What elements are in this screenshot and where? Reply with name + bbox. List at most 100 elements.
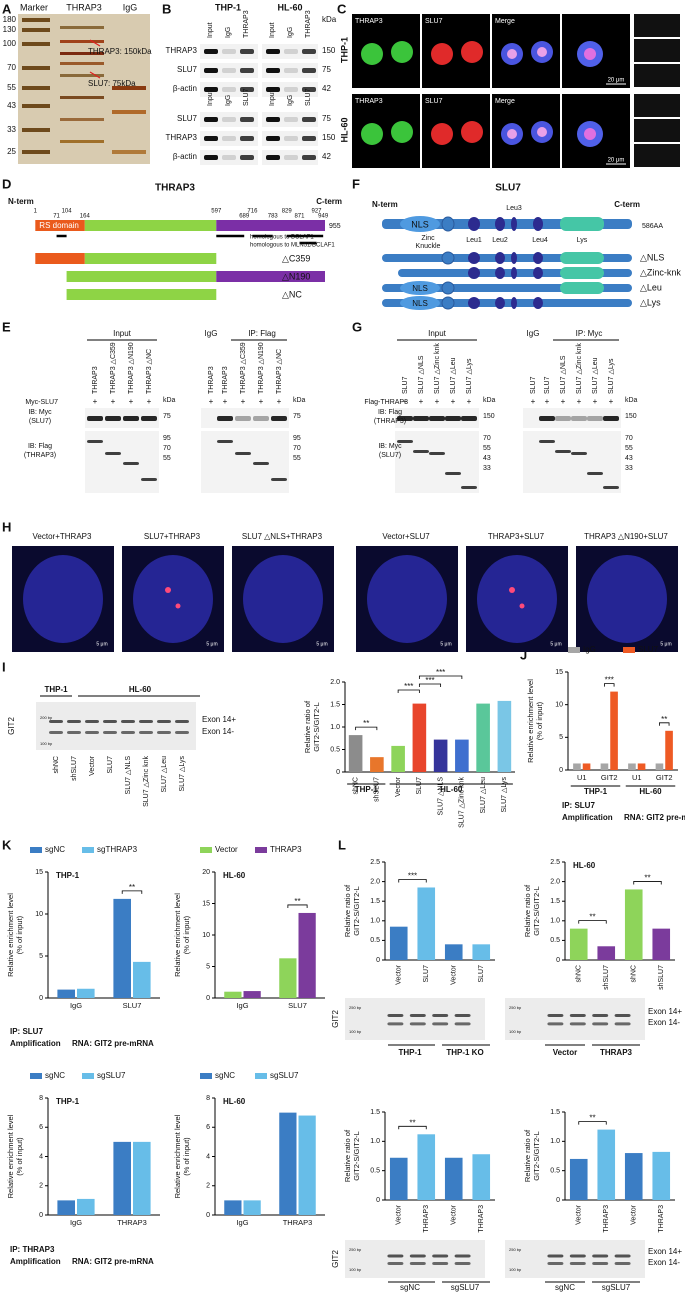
bar [243, 1200, 261, 1215]
blot-band [204, 87, 218, 92]
y-tick-label: 0 [376, 1197, 380, 1204]
label: 250 bp [349, 1247, 362, 1252]
x-tick-label: SLU7 [288, 1001, 307, 1010]
y-tick-label: 2.5 [370, 859, 380, 866]
y-tick-label: 1.0 [370, 918, 380, 925]
legend-label: SLU7 [638, 645, 659, 654]
zinc-domain [441, 251, 455, 265]
blot-band [85, 720, 99, 723]
label: GIT2 [7, 717, 16, 735]
x-tick-label: SLU7 [478, 965, 485, 983]
bar [455, 739, 469, 772]
lane-label: SLU7 △Lys [466, 358, 473, 394]
blot-band [284, 87, 298, 92]
blot-band [266, 117, 280, 122]
chart-title: THP-1 [56, 1097, 80, 1106]
y-tick-label: 4 [39, 1153, 43, 1160]
gel-band [60, 140, 104, 143]
blot-band [266, 68, 280, 73]
cell [391, 41, 413, 63]
label: 250 bp [349, 1005, 362, 1010]
significance-bracket [633, 881, 662, 885]
bar [472, 1154, 491, 1200]
bar [600, 763, 609, 770]
cell [361, 43, 383, 65]
label: 949 [318, 214, 329, 220]
lane-label: Input [207, 22, 214, 38]
bar [582, 763, 591, 770]
blot-band [445, 416, 461, 421]
lane-label: SLU7 [530, 376, 537, 394]
label: Amplification [10, 1257, 61, 1266]
legend-label: IgG [583, 645, 596, 654]
blot-band [123, 416, 139, 421]
construct [66, 271, 217, 282]
y-tick-label: 0.5 [550, 937, 560, 944]
blot-band [222, 49, 236, 54]
label: Exon 14+ [202, 715, 236, 724]
blot-band [240, 136, 254, 141]
label: Exon 14+ [648, 1247, 682, 1256]
panel-letter: C [337, 1, 347, 16]
significance-bracket [418, 675, 463, 679]
significance-label: ** [409, 1118, 415, 1127]
label: 20 μm [608, 158, 625, 164]
blot-band [592, 1013, 609, 1017]
label: 5 μm [440, 641, 451, 647]
label: + [419, 397, 424, 406]
blot-band [222, 155, 236, 160]
label: Vector+SLU7 [382, 532, 430, 541]
label: 55 [625, 445, 633, 452]
x-tick-label: IgG [70, 1001, 82, 1010]
blot [201, 431, 289, 493]
label: 1 [34, 209, 38, 215]
label: Leu3 [506, 205, 522, 212]
blot-band [547, 1022, 564, 1026]
label: + [545, 397, 550, 406]
panel-letter: B [162, 1, 171, 16]
lane-label: SLU7 △NLS [125, 756, 132, 795]
row-label: SLU7 [177, 65, 198, 74]
y-tick-label: 1.0 [550, 918, 560, 925]
label: NLS [412, 299, 428, 308]
label: 20 μm [608, 78, 625, 84]
y-tick-label: 1.0 [330, 724, 340, 731]
label: SLU7 [425, 18, 443, 25]
label: THRAP3 [355, 98, 383, 105]
cell [584, 128, 596, 140]
blot [200, 150, 258, 165]
x-tick-label: SLU7 △Leu [480, 777, 487, 814]
x-tick-label: THRAP3 [478, 1205, 485, 1233]
label: 100 bp [40, 741, 53, 746]
blot-band [614, 1022, 631, 1026]
x-tick-label: Vector [451, 1204, 458, 1225]
nucleus [507, 129, 517, 139]
significance-label: *** [436, 668, 445, 677]
lane-label: IgG [287, 27, 294, 38]
bar [113, 1141, 131, 1215]
blot-band [409, 1254, 426, 1258]
label: IB: Myc [378, 443, 402, 450]
blot [85, 408, 159, 428]
label: THP-1 KO [446, 1048, 483, 1057]
blot-band [592, 1254, 609, 1258]
x-tick-label: Vector [396, 964, 403, 985]
bar [637, 763, 646, 770]
blot-band [445, 472, 461, 475]
lane-label: SLU7 [243, 88, 250, 106]
label: 955 [329, 223, 341, 230]
blot-band [240, 68, 254, 73]
legend-label: Vector [215, 845, 238, 854]
blot-band [429, 452, 445, 455]
bar [665, 730, 673, 770]
blot-band [432, 1022, 449, 1026]
zinc-domain [441, 216, 455, 232]
y-tick-label: 10 [35, 911, 43, 918]
label: Flag-THRAP3 [364, 399, 408, 406]
y-tick-label: 0 [206, 1212, 210, 1219]
leu-domain [468, 297, 480, 309]
x-tick-label: IgG [70, 1218, 82, 1227]
label: Exon 14+ [648, 1007, 682, 1016]
blot [200, 44, 258, 59]
